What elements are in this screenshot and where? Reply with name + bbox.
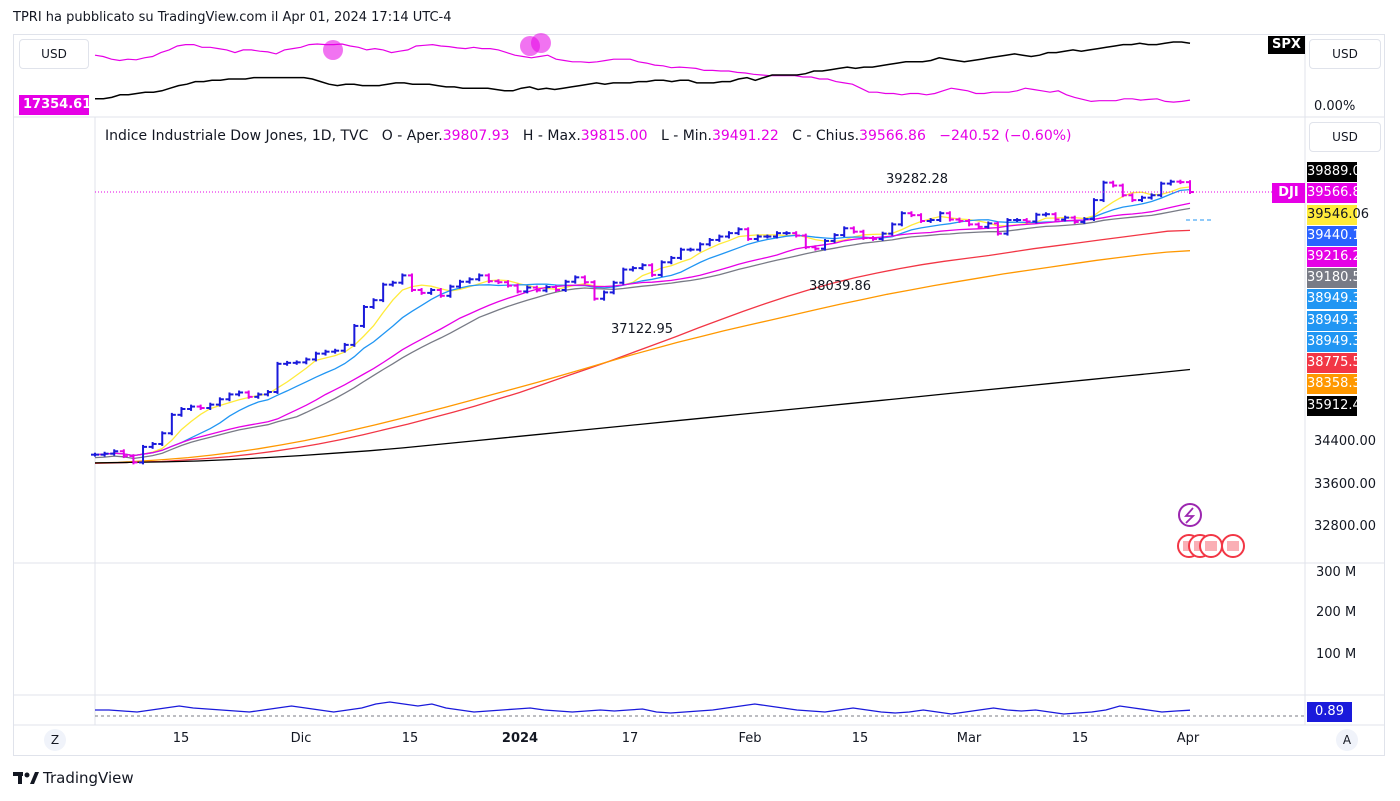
moving-average-line bbox=[94, 368, 1191, 464]
annotation-high: 39282.28 bbox=[886, 172, 949, 187]
highlight-marker bbox=[323, 40, 343, 60]
x-label: 17 bbox=[621, 731, 639, 746]
x-label: 15 bbox=[172, 731, 190, 746]
us-flag-icon bbox=[1221, 534, 1245, 558]
x-label: Dic bbox=[290, 731, 312, 746]
volume-tick: 100 M bbox=[1316, 647, 1357, 662]
ratio-value-tag: 17354.61 bbox=[19, 95, 91, 115]
price-tag: 35912.41 bbox=[1307, 396, 1369, 416]
legend-low: 39491.22 bbox=[711, 128, 779, 144]
pct-label: 0.00% bbox=[1314, 99, 1356, 114]
spx-line bbox=[95, 41, 1191, 100]
us-flag-stripes bbox=[1227, 541, 1239, 551]
x-label: 2024 bbox=[501, 731, 539, 746]
legend-high: 39815.00 bbox=[580, 128, 648, 144]
annotation-low-1: 38039.86 bbox=[809, 279, 872, 294]
chart-legend: Indice Industriale Dow Jones, 1D, TVC O … bbox=[105, 128, 1072, 144]
legend-change: −240.52 (−0.60%) bbox=[939, 128, 1072, 144]
price-tag: 38949.32 bbox=[1307, 311, 1369, 331]
annotation-low-2: 37122.95 bbox=[611, 322, 674, 337]
legend-high-label: H - Max. bbox=[522, 128, 581, 144]
price-tag: 38949.32 bbox=[1307, 289, 1369, 309]
moving-average-line bbox=[94, 250, 1191, 464]
price-tag: 39216.28 bbox=[1307, 247, 1369, 267]
auto-scale-button[interactable]: A bbox=[1336, 729, 1358, 751]
price-tag: 39566.86 bbox=[1307, 183, 1369, 203]
x-label: 15 bbox=[851, 731, 869, 746]
x-label: Apr bbox=[1176, 731, 1200, 746]
flash-icon-bolt bbox=[1184, 507, 1196, 524]
publish-header: TPRI ha pubblicato su TradingView.com il… bbox=[13, 10, 452, 25]
volume-tick: 300 M bbox=[1316, 565, 1357, 580]
tradingview-logo-icon bbox=[13, 772, 39, 784]
price-tag: 38358.35 bbox=[1307, 374, 1369, 394]
volume-tick: 200 M bbox=[1316, 605, 1357, 620]
tradingview-brand: TradingView bbox=[13, 769, 134, 787]
moving-average-line bbox=[94, 229, 1191, 465]
x-label: Feb bbox=[738, 731, 762, 746]
legend-close-label: C - Chius. bbox=[792, 128, 860, 144]
dji-tag: DJI bbox=[1272, 183, 1305, 203]
x-label: 15 bbox=[401, 731, 419, 746]
y-tick: 34400.00 bbox=[1314, 434, 1377, 449]
ratio-line bbox=[94, 43, 1191, 103]
main-currency[interactable]: USD bbox=[1309, 122, 1381, 152]
x-label: 15 bbox=[1071, 731, 1089, 746]
price-tag: 39546.06 bbox=[1307, 205, 1369, 225]
chart-frame bbox=[13, 34, 1385, 756]
legend-close: 39566.86 bbox=[859, 128, 926, 144]
price-tag: 39889.05 bbox=[1307, 162, 1369, 182]
top-currency-right[interactable]: USD bbox=[1309, 39, 1381, 69]
y-tick: 32800.00 bbox=[1314, 519, 1377, 534]
spx-tag: SPX bbox=[1268, 36, 1305, 54]
zoom-button[interactable]: Z bbox=[44, 729, 66, 751]
legend-open-label: O - Aper. bbox=[381, 128, 443, 144]
legend-low-label: L - Min. bbox=[660, 128, 712, 144]
y-tick: 33600.00 bbox=[1314, 477, 1377, 492]
us-flag-stripes bbox=[1205, 541, 1217, 551]
highlight-marker bbox=[531, 33, 551, 53]
x-label: Mar bbox=[956, 731, 982, 746]
top-currency-left[interactable]: USD bbox=[19, 39, 89, 69]
brand-name: TradingView bbox=[43, 769, 134, 787]
legend-name: Indice Industriale Dow Jones, 1D, TVC bbox=[105, 128, 369, 144]
legend-open: 39807.93 bbox=[442, 128, 510, 144]
osc-value-tag: 0.89 bbox=[1307, 702, 1352, 722]
price-tag: 39180.51 bbox=[1307, 268, 1369, 288]
price-tag: 38949.32 bbox=[1307, 332, 1369, 352]
price-tag: 39440.10 bbox=[1307, 226, 1369, 246]
price-tag: 38775.50 bbox=[1307, 353, 1369, 373]
oscillator-line bbox=[95, 701, 1191, 715]
flash-icon bbox=[1178, 503, 1202, 527]
